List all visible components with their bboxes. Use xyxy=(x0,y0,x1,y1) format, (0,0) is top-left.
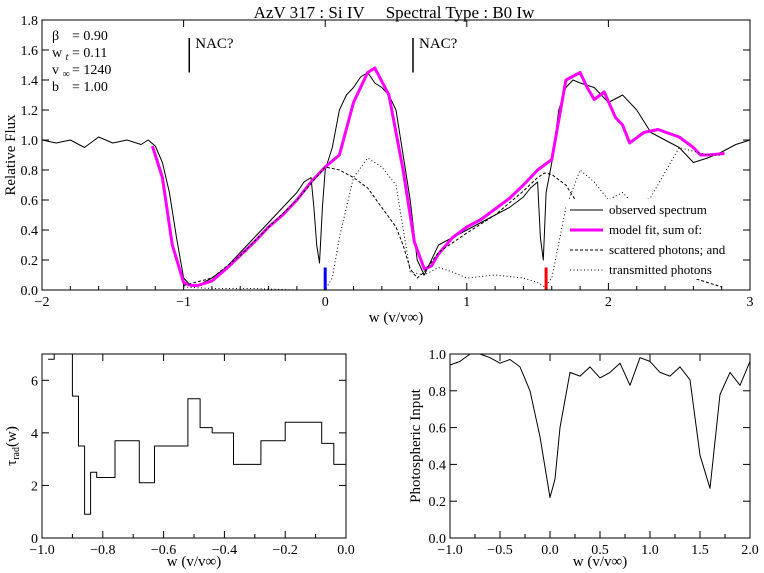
photospheric-series xyxy=(449,353,751,498)
top-title: AzV 317 : Si IV Spectral Type : B0 Iw xyxy=(254,3,535,22)
photospheric-x-axis-label: w (v/v∞) xyxy=(573,554,627,570)
tau-x-tick-label: −0.8 xyxy=(90,543,115,558)
param-beta-name: β xyxy=(52,29,59,44)
top-y-tick-label: 0.4 xyxy=(21,224,39,239)
tau-y-tick-label: 4 xyxy=(31,427,38,442)
photospheric-y-axis-label: Photospheric Input xyxy=(408,388,424,503)
photospheric-y-tick-label: 0.2 xyxy=(429,495,447,510)
tau-y-tick-label: 6 xyxy=(31,374,38,389)
top-x-tick-label: 3 xyxy=(747,295,754,310)
param-b: b = 1.00 xyxy=(52,80,108,95)
top-x-tick-label: 1 xyxy=(463,295,470,310)
top-y-tick-label: 1.4 xyxy=(21,74,39,89)
legend-background xyxy=(566,199,742,279)
top-y-tick-label: 1.6 xyxy=(21,44,39,59)
photospheric-y-tick-label: 0.4 xyxy=(429,458,447,473)
legend: observed spectrum model fit, sum of: sca… xyxy=(566,199,742,279)
tau-series-0 xyxy=(48,353,346,515)
tau-ticks: −1.0 −0.8 −0.6 −0.4 −0.2 0.0 0 2 4 6 xyxy=(29,354,355,558)
tau-y-tick-label: 0 xyxy=(31,532,38,547)
top-series-transmitted-photons xyxy=(183,147,722,291)
tau-y-tick-label: 2 xyxy=(31,479,38,494)
top-panel: AzV 317 : Si IV Spectral Type : B0 Iw −2… xyxy=(3,3,754,326)
param-wt-name: w xyxy=(52,46,63,61)
param-beta-value: = 0.90 xyxy=(72,29,108,44)
top-y-tick-label: 0.2 xyxy=(21,254,39,269)
legend-label-observed: observed spectrum xyxy=(609,202,707,217)
top-y-tick-label: 1.2 xyxy=(21,104,39,119)
photospheric-panel: −1.0 −0.5 0.0 0.5 1.0 1.5 2.0 0.0 0.2 0.4 0.6 0.8 1.… xyxy=(408,348,759,570)
top-plot-frame xyxy=(41,19,751,291)
top-y-tick-label: 0.8 xyxy=(21,164,39,179)
tau-x-axis-label: w (v/v∞) xyxy=(167,554,221,570)
tau-y-axis-label: τrad(w) xyxy=(4,426,22,466)
legend-label-model: model fit, sum of: xyxy=(609,222,702,237)
photospheric-y-tick-label: 0.6 xyxy=(429,422,447,437)
photospheric-y-tick-label: 1.0 xyxy=(429,348,447,363)
nac-label-1: NAC? xyxy=(195,36,234,52)
tau-plot-frame xyxy=(41,353,347,539)
top-series xyxy=(41,66,751,291)
photospheric-series-0 xyxy=(449,353,751,498)
param-wt: w t = 0.11 xyxy=(52,46,107,64)
param-b-value: = 1.00 xyxy=(72,80,108,95)
tau-x-tick-label: −0.6 xyxy=(151,543,176,558)
top-y-tick-label: 0.0 xyxy=(21,284,39,299)
photospheric-x-tick-label: 0.5 xyxy=(591,543,609,558)
param-vinf-value: = 1240 xyxy=(72,63,111,78)
param-vinf-name: v xyxy=(52,63,59,78)
top-x-axis-label: w (v/v∞) xyxy=(369,310,423,326)
tau-panel: −1.0 −0.8 −0.6 −0.4 −0.2 0.0 0 2 4 6 w (v/v∞) τra… xyxy=(4,353,355,570)
top-x-tick-label: 0 xyxy=(322,295,329,310)
top-y-tick-label: 0.6 xyxy=(21,194,39,209)
param-wt-sub: t xyxy=(66,52,69,63)
photospheric-x-tick-label: −1.0 xyxy=(437,543,462,558)
param-vinf-sub: ∞ xyxy=(63,69,70,80)
photospheric-y-tick-label: 0.8 xyxy=(429,385,447,400)
photospheric-plot-frame xyxy=(449,353,751,539)
param-vinf: v ∞ = 1240 xyxy=(52,63,111,81)
top-y-axis-label: Relative Flux xyxy=(3,114,19,196)
top-ticks: −2 −1 0 1 2 3 0.0 0.2 0.4 0.6 0.8 1.0 1.2 1.4 1.6 1.8 xyxy=(21,14,754,310)
param-wt-value: = 0.11 xyxy=(72,46,107,61)
photospheric-y-tick-label: 0.0 xyxy=(429,532,447,547)
tau-x-tick-label: −0.2 xyxy=(272,543,297,558)
photospheric-x-tick-label: 1.5 xyxy=(691,543,709,558)
tau-x-tick-label: −0.4 xyxy=(212,543,237,558)
top-x-tick-label: 2 xyxy=(605,295,612,310)
photospheric-x-tick-label: 1.0 xyxy=(641,543,659,558)
legend-label-transmitted: transmitted photons xyxy=(609,262,712,277)
top-x-tick-label: −1 xyxy=(176,295,191,310)
tau-x-tick-label: 0.0 xyxy=(337,543,355,558)
top-y-tick-label: 1.0 xyxy=(21,134,39,149)
photospheric-x-tick-label: −0.5 xyxy=(487,543,512,558)
fit-parameters: β = 0.90 w t = 0.11 v ∞ = 1240 b = 1.00 xyxy=(52,29,111,95)
top-series-observed-spectrum xyxy=(41,72,751,286)
top-annotations: NAC? NAC? xyxy=(188,36,458,73)
photospheric-ticks: −1.0 −0.5 0.0 0.5 1.0 1.5 2.0 0.0 0.2 0.4 0.6 0.8 1.… xyxy=(429,348,759,558)
photospheric-x-tick-label: 0.0 xyxy=(541,543,559,558)
param-b-name: b xyxy=(52,80,59,95)
top-y-tick-label: 1.8 xyxy=(21,14,39,29)
tau-x-tick-label: −1.0 xyxy=(29,543,54,558)
param-beta: β = 0.90 xyxy=(52,29,108,44)
nac-label-2: NAC? xyxy=(419,36,458,52)
top-x-tick-label: −2 xyxy=(35,295,50,310)
tau-series xyxy=(48,353,346,515)
legend-label-scattered: scattered photons; and xyxy=(609,242,726,257)
photospheric-x-tick-label: 2.0 xyxy=(741,543,759,558)
